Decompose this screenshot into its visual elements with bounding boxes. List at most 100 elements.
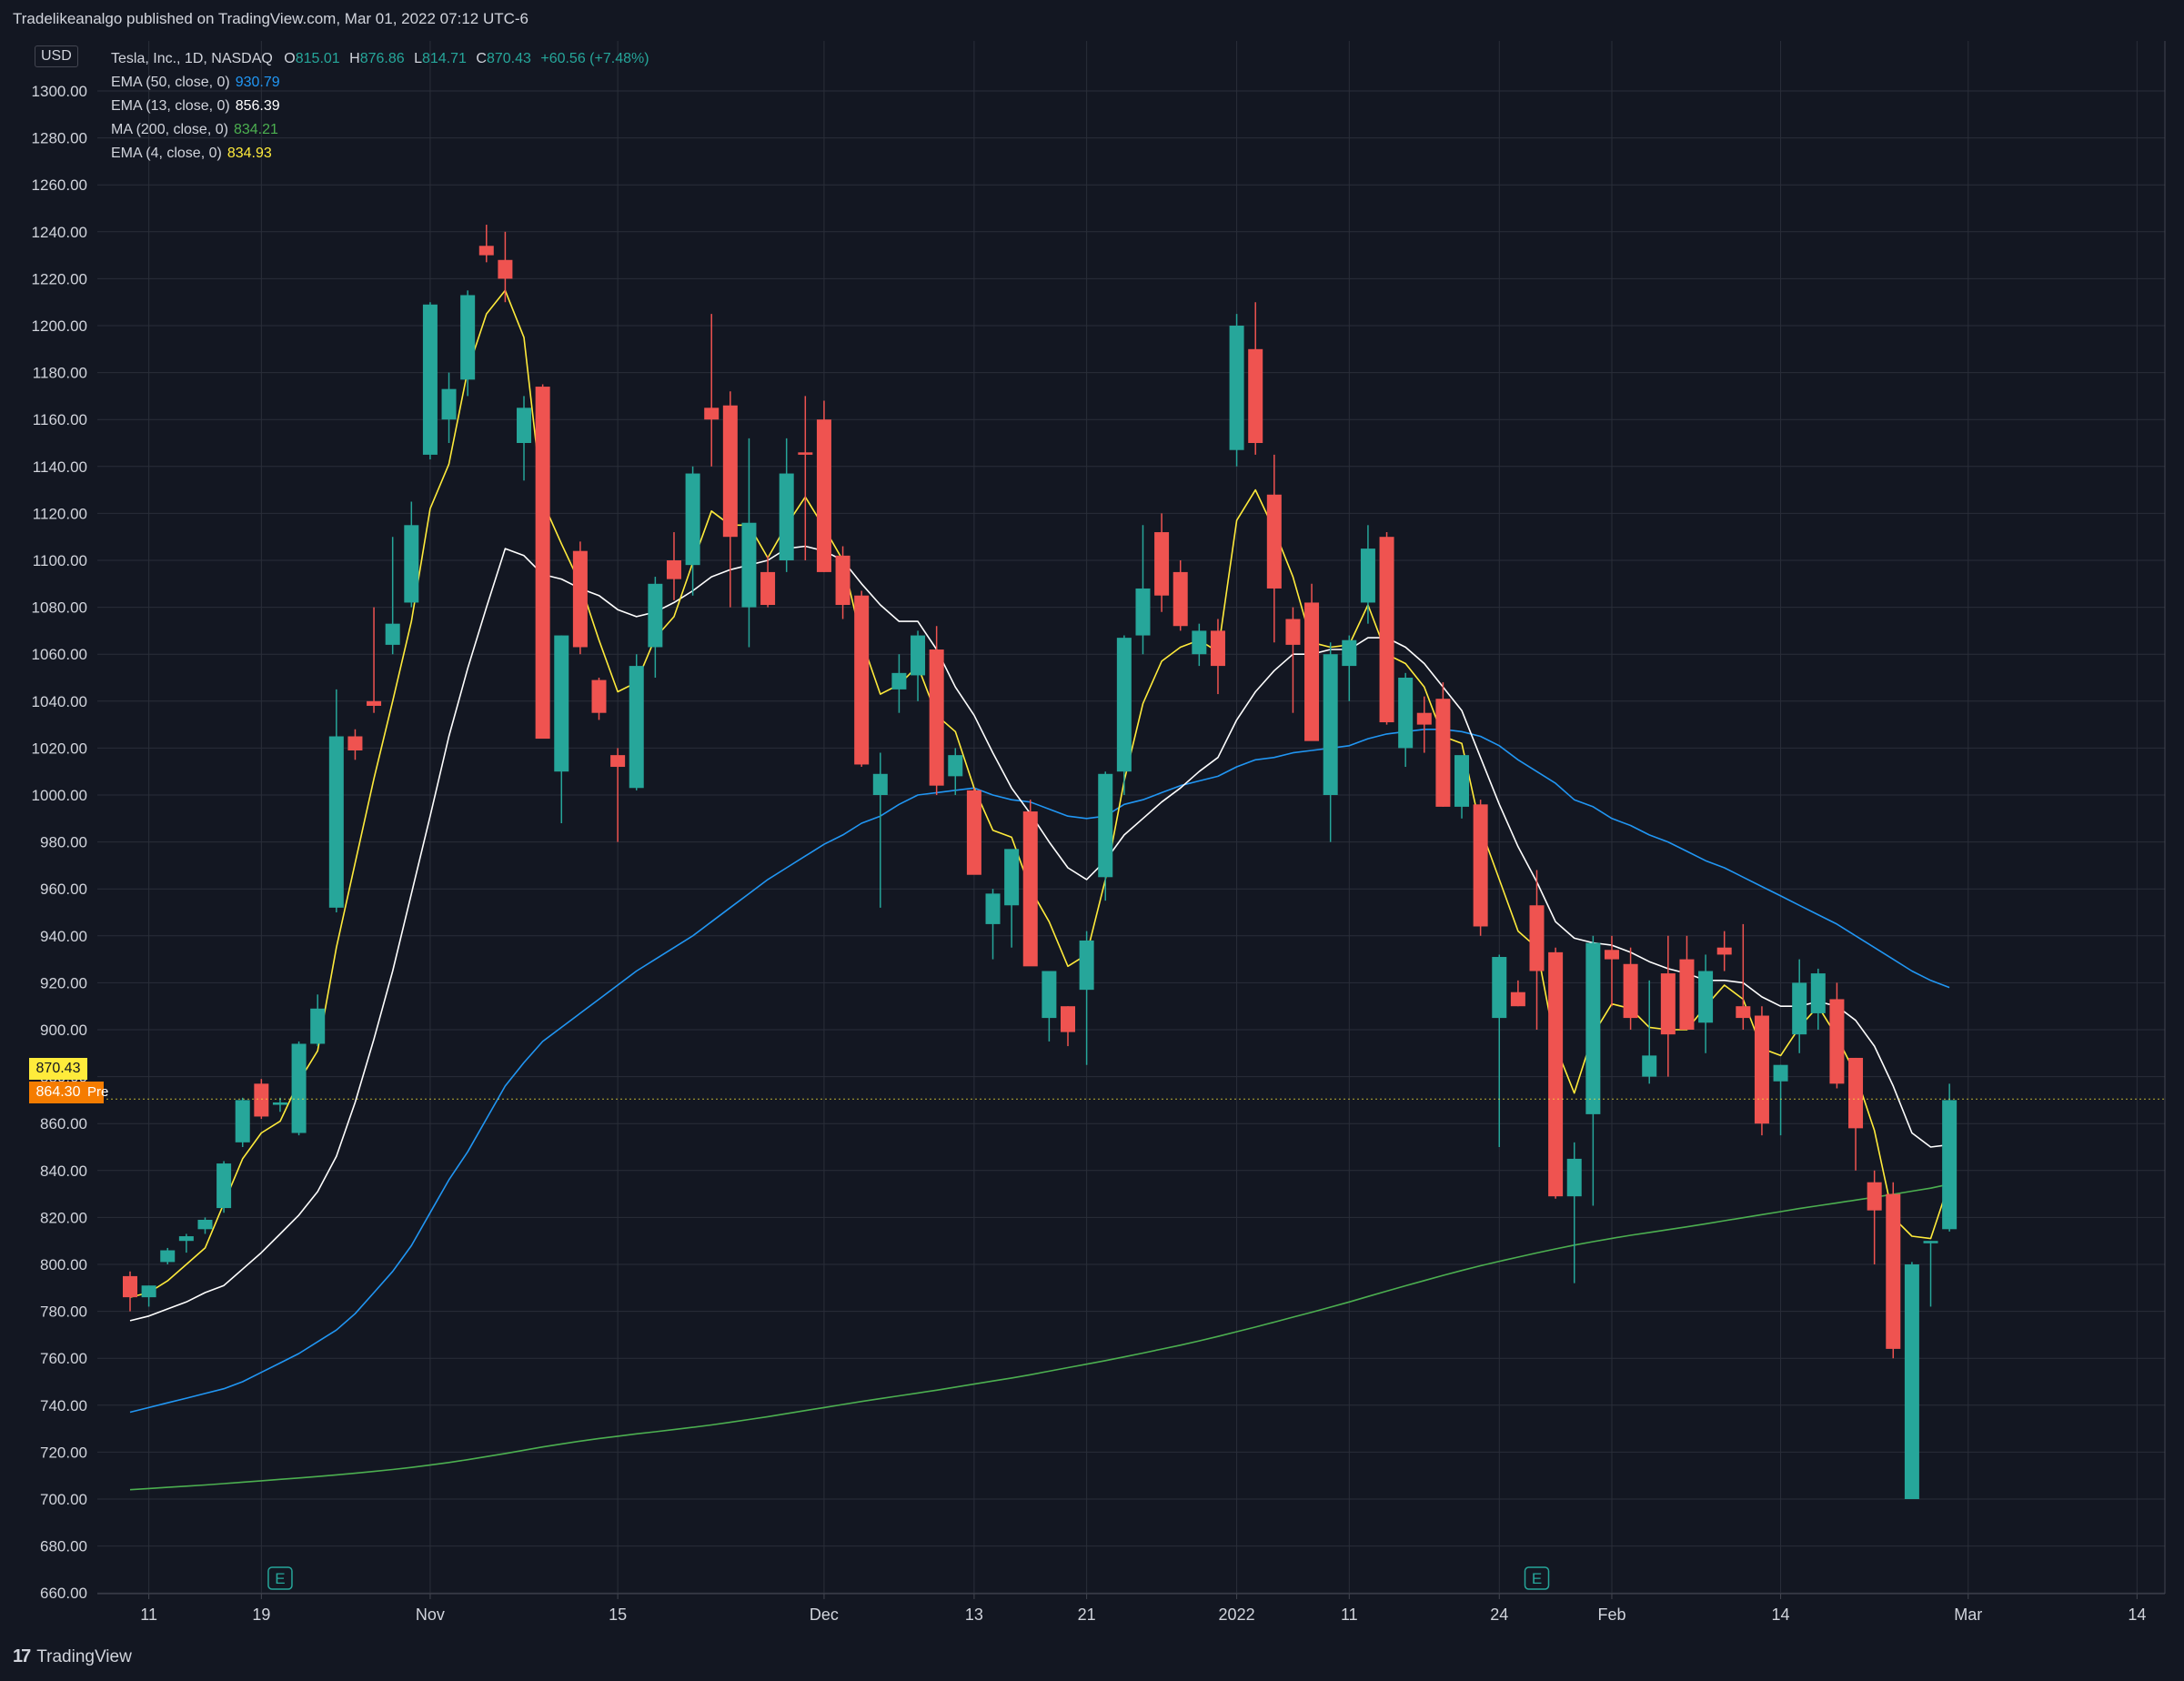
candle [685, 466, 700, 596]
price-tick-label: 980.00 [40, 834, 87, 851]
candle-body [1679, 959, 1695, 1030]
candle-body [891, 672, 907, 690]
candle-body [911, 635, 926, 676]
candle [1473, 800, 1488, 936]
candle [404, 501, 419, 608]
time-axis[interactable]: 11 19 Nov 15 Dec 13 21 2022 11 24 Feb 14 Mar 14 [97, 1593, 2165, 1624]
candle-body [1566, 1158, 1582, 1197]
price-tick-label: 960.00 [40, 881, 87, 898]
candle [216, 1161, 232, 1213]
candle-body [572, 550, 588, 648]
price-tick-label: 760.00 [40, 1350, 87, 1367]
price-tick-label: 780.00 [40, 1304, 87, 1321]
candle [517, 396, 532, 481]
candle [1061, 1006, 1075, 1047]
earnings-label: E [275, 1570, 285, 1587]
time-tick-label: Mar [1954, 1606, 1982, 1624]
ohlc-open: 815.01 [295, 51, 340, 66]
candle [328, 689, 344, 912]
price-tick-label: 860.00 [40, 1115, 87, 1132]
footer [0, 1637, 2184, 1681]
candle-body [1116, 638, 1132, 772]
candle [422, 302, 438, 460]
time-tick-label: 14 [1772, 1606, 1790, 1624]
candle-body [478, 246, 494, 256]
candle-body [779, 473, 794, 560]
candle [554, 635, 569, 823]
candle-body [535, 387, 550, 740]
candle-body [1942, 1100, 1958, 1230]
price-tick-label: 800.00 [40, 1256, 87, 1273]
candle [1773, 1064, 1788, 1136]
candle-body [178, 1236, 194, 1242]
price-tick-label: 1280.00 [32, 130, 87, 147]
candle-body [1829, 999, 1845, 1084]
candle [948, 748, 963, 795]
candle-body [1173, 571, 1188, 627]
candle [966, 788, 981, 875]
currency-label[interactable]: USD [35, 45, 78, 67]
symbol-name[interactable]: Tesla, Inc., 1D, NASDAQ [111, 51, 273, 66]
indicator-value: 834.21 [233, 122, 278, 137]
candle [572, 541, 588, 655]
candle-body [1192, 630, 1207, 655]
price-tick-label: 940.00 [40, 928, 87, 945]
earnings-marker: E [267, 1566, 293, 1590]
price-tick-label: 1240.00 [32, 224, 87, 241]
time-tick-label: 11 [1341, 1606, 1358, 1624]
time-tick-label: Dec [810, 1606, 839, 1624]
time-tick-label: 15 [609, 1606, 627, 1624]
candle-body [422, 304, 438, 455]
candle-body [1342, 639, 1357, 667]
candle-body [1548, 951, 1564, 1197]
candle-body [1004, 849, 1020, 906]
tradingview-brand[interactable]: 17 TradingView [13, 1646, 132, 1667]
time-tick-label: 19 [252, 1606, 270, 1624]
candle-body [1510, 991, 1525, 1007]
candle-body [554, 635, 569, 772]
candle-body [517, 408, 532, 443]
candle-body [385, 623, 400, 645]
candle-body [1773, 1064, 1788, 1082]
price-tick-label: 1180.00 [33, 365, 87, 382]
indicator-value: 834.93 [226, 146, 272, 161]
candle [1529, 870, 1545, 1030]
candle [310, 994, 326, 1047]
legend-ma200[interactable]: MA (200, close, 0) 834.21 [111, 118, 649, 142]
candle-body [704, 408, 720, 420]
candle-body [1904, 1264, 1919, 1499]
legend-ema4[interactable]: EMA (4, close, 0) 834.93 [111, 142, 649, 166]
price-tick-label: 1220.00 [32, 270, 87, 287]
legend-symbol-row: Tesla, Inc., 1D, NASDAQ O815.01 H876.86 … [111, 47, 649, 71]
price-tick-label: 1140.00 [33, 458, 87, 476]
candle [1248, 302, 1263, 455]
candle [235, 1097, 250, 1147]
candle [1679, 935, 1695, 1030]
candle-body [1623, 963, 1638, 1019]
time-tick-label: Nov [416, 1606, 445, 1624]
legend-ema50[interactable]: EMA (50, close, 0) 930.79 [111, 71, 649, 95]
candle-body [1698, 971, 1714, 1023]
candle [1116, 635, 1132, 795]
ohlc-close-label: C [476, 51, 487, 66]
candle [1042, 971, 1057, 1042]
publish-info: Tradelikeanalgo published on TradingView… [13, 10, 529, 27]
ohlc-low: 814.71 [422, 51, 467, 66]
candle [272, 1097, 287, 1112]
ohlc-high: 876.86 [359, 51, 405, 66]
candle [1416, 696, 1432, 753]
price-tick-label: 820.00 [40, 1209, 87, 1226]
candle-body [948, 755, 963, 777]
candle [816, 400, 831, 572]
candle-body [235, 1100, 250, 1142]
legend-ema13[interactable]: EMA (13, close, 0) 856.39 [111, 95, 649, 118]
candle-body [1867, 1182, 1882, 1211]
price-axis[interactable]: 660.00 680.00 700.00 720.00 740.00 760.00 780.… [32, 41, 2166, 1602]
candle [1304, 583, 1320, 741]
premarket-price: 864.30 [35, 1084, 81, 1100]
earnings-label: E [1532, 1570, 1542, 1587]
candle-body [1266, 494, 1282, 589]
candle [441, 372, 457, 443]
